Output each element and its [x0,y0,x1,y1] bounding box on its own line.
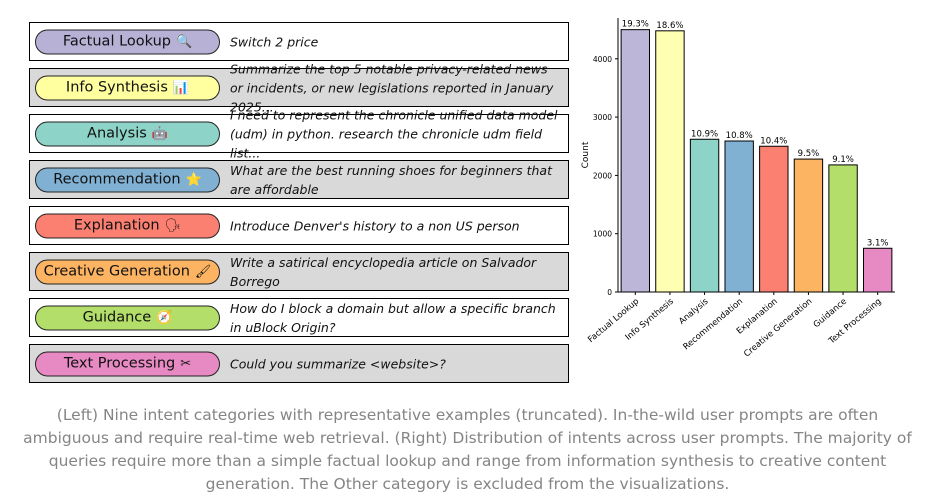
bar-data-label: 18.6% [656,21,683,31]
y-tick-label: 4000 [593,55,612,64]
category-example: Switch 2 price [230,34,319,49]
category-label: Analysis [87,125,147,142]
category-example: I need to represent the chronicle unifie… [230,107,558,160]
category-label: Info Synthesis [65,79,168,96]
x-tick-label: Analysis [677,296,711,327]
bar [620,29,651,293]
category-row: Guidance 🧭 How do I block a domain but all… [29,298,569,337]
category-row: Factual Lookup 🔍 Switch 2 price [29,22,569,61]
bar [862,247,893,293]
category-pill: Factual Lookup 🔍 [35,29,220,54]
category-pill: Recommendation ⭐ [35,167,220,192]
bar-data-label: 9.1% [832,155,854,165]
magnifier-icon: 🔍 [176,34,193,49]
paintbrush-icon: 🖌 [194,264,212,279]
bar-data-label: 10.4% [760,136,787,146]
bar [655,30,685,293]
compass-icon: 🧭 [156,310,173,325]
category-pill: Guidance 🧭 [35,305,220,330]
category-row: Text Processing ✂ Could you summarize <web… [29,344,569,383]
bar [793,158,824,293]
y-tick-label: 0 [607,288,612,297]
intent-category-list: Factual Lookup 🔍 Switch 2 price Info Synthe… [29,22,569,390]
y-tick-label: 2000 [593,171,612,180]
intent-distribution-chart: 0 1000 2000 3000 4000 Count 19.3% Factual Looku… [575,10,905,370]
robot-icon: 🤖 [151,126,168,141]
category-label: Creative Generation [43,263,190,280]
category-row: Explanation 🗣 Introduce Denver's history t… [29,206,569,245]
category-example: Write a satirical encyclopedia article o… [230,254,537,289]
category-label: Recommendation [53,171,181,188]
category-label: Guidance [82,309,152,326]
x-tick-label: Recommendation [681,297,745,353]
bar-data-label: 10.8% [726,131,753,141]
scissors-icon: ✂ [180,356,192,371]
y-tick-label: 1000 [593,230,612,239]
bar [724,140,754,293]
category-label: Factual Lookup [62,33,171,50]
category-row: Creative Generation 🖌 Write a satirical en… [29,252,569,291]
y-axis-label: Count [581,141,591,168]
category-row: Analysis 🤖 I need to represent the chronic… [29,107,569,160]
bar-chart-icon: 📊 [172,80,190,95]
category-row: Info Synthesis 📊 Summarize the top 5 notab… [29,61,569,114]
bar [759,145,789,293]
figure-caption: (Left) Nine intent categories with repre… [23,406,912,493]
bar-data-label: 9.5% [798,149,820,159]
category-pill: Text Processing ✂ [35,351,220,376]
category-pill: Analysis 🤖 [35,121,220,146]
x-tick-label: Creative Generation [742,297,814,360]
bar [689,138,720,293]
category-example: How do I block a domain but allow a spec… [230,300,556,335]
category-example: Could you summarize <website>? [230,356,446,371]
bar [828,164,858,293]
y-tick-label: 3000 [593,113,612,122]
category-label: Text Processing [63,355,176,372]
category-pill: Creative Generation 🖌 [35,259,220,284]
bar-data-label: 19.3% [622,20,649,30]
category-example: Summarize the top 5 notable privacy-rela… [230,61,554,114]
category-row: Recommendation ⭐ What are the best running… [29,160,569,199]
speaking-head-icon: 🗣 [164,218,182,233]
bar-data-label: 10.9% [691,129,718,139]
category-example: Introduce Denver's history to a non US p… [230,218,520,233]
category-example: What are the best running shoes for begi… [230,162,552,197]
star-icon: ⭐ [185,172,202,187]
bar-data-label: 3.1% [867,238,889,248]
category-pill: Explanation 🗣 [35,213,220,238]
category-pill: Info Synthesis 📊 [35,75,220,100]
category-label: Explanation [73,217,160,234]
